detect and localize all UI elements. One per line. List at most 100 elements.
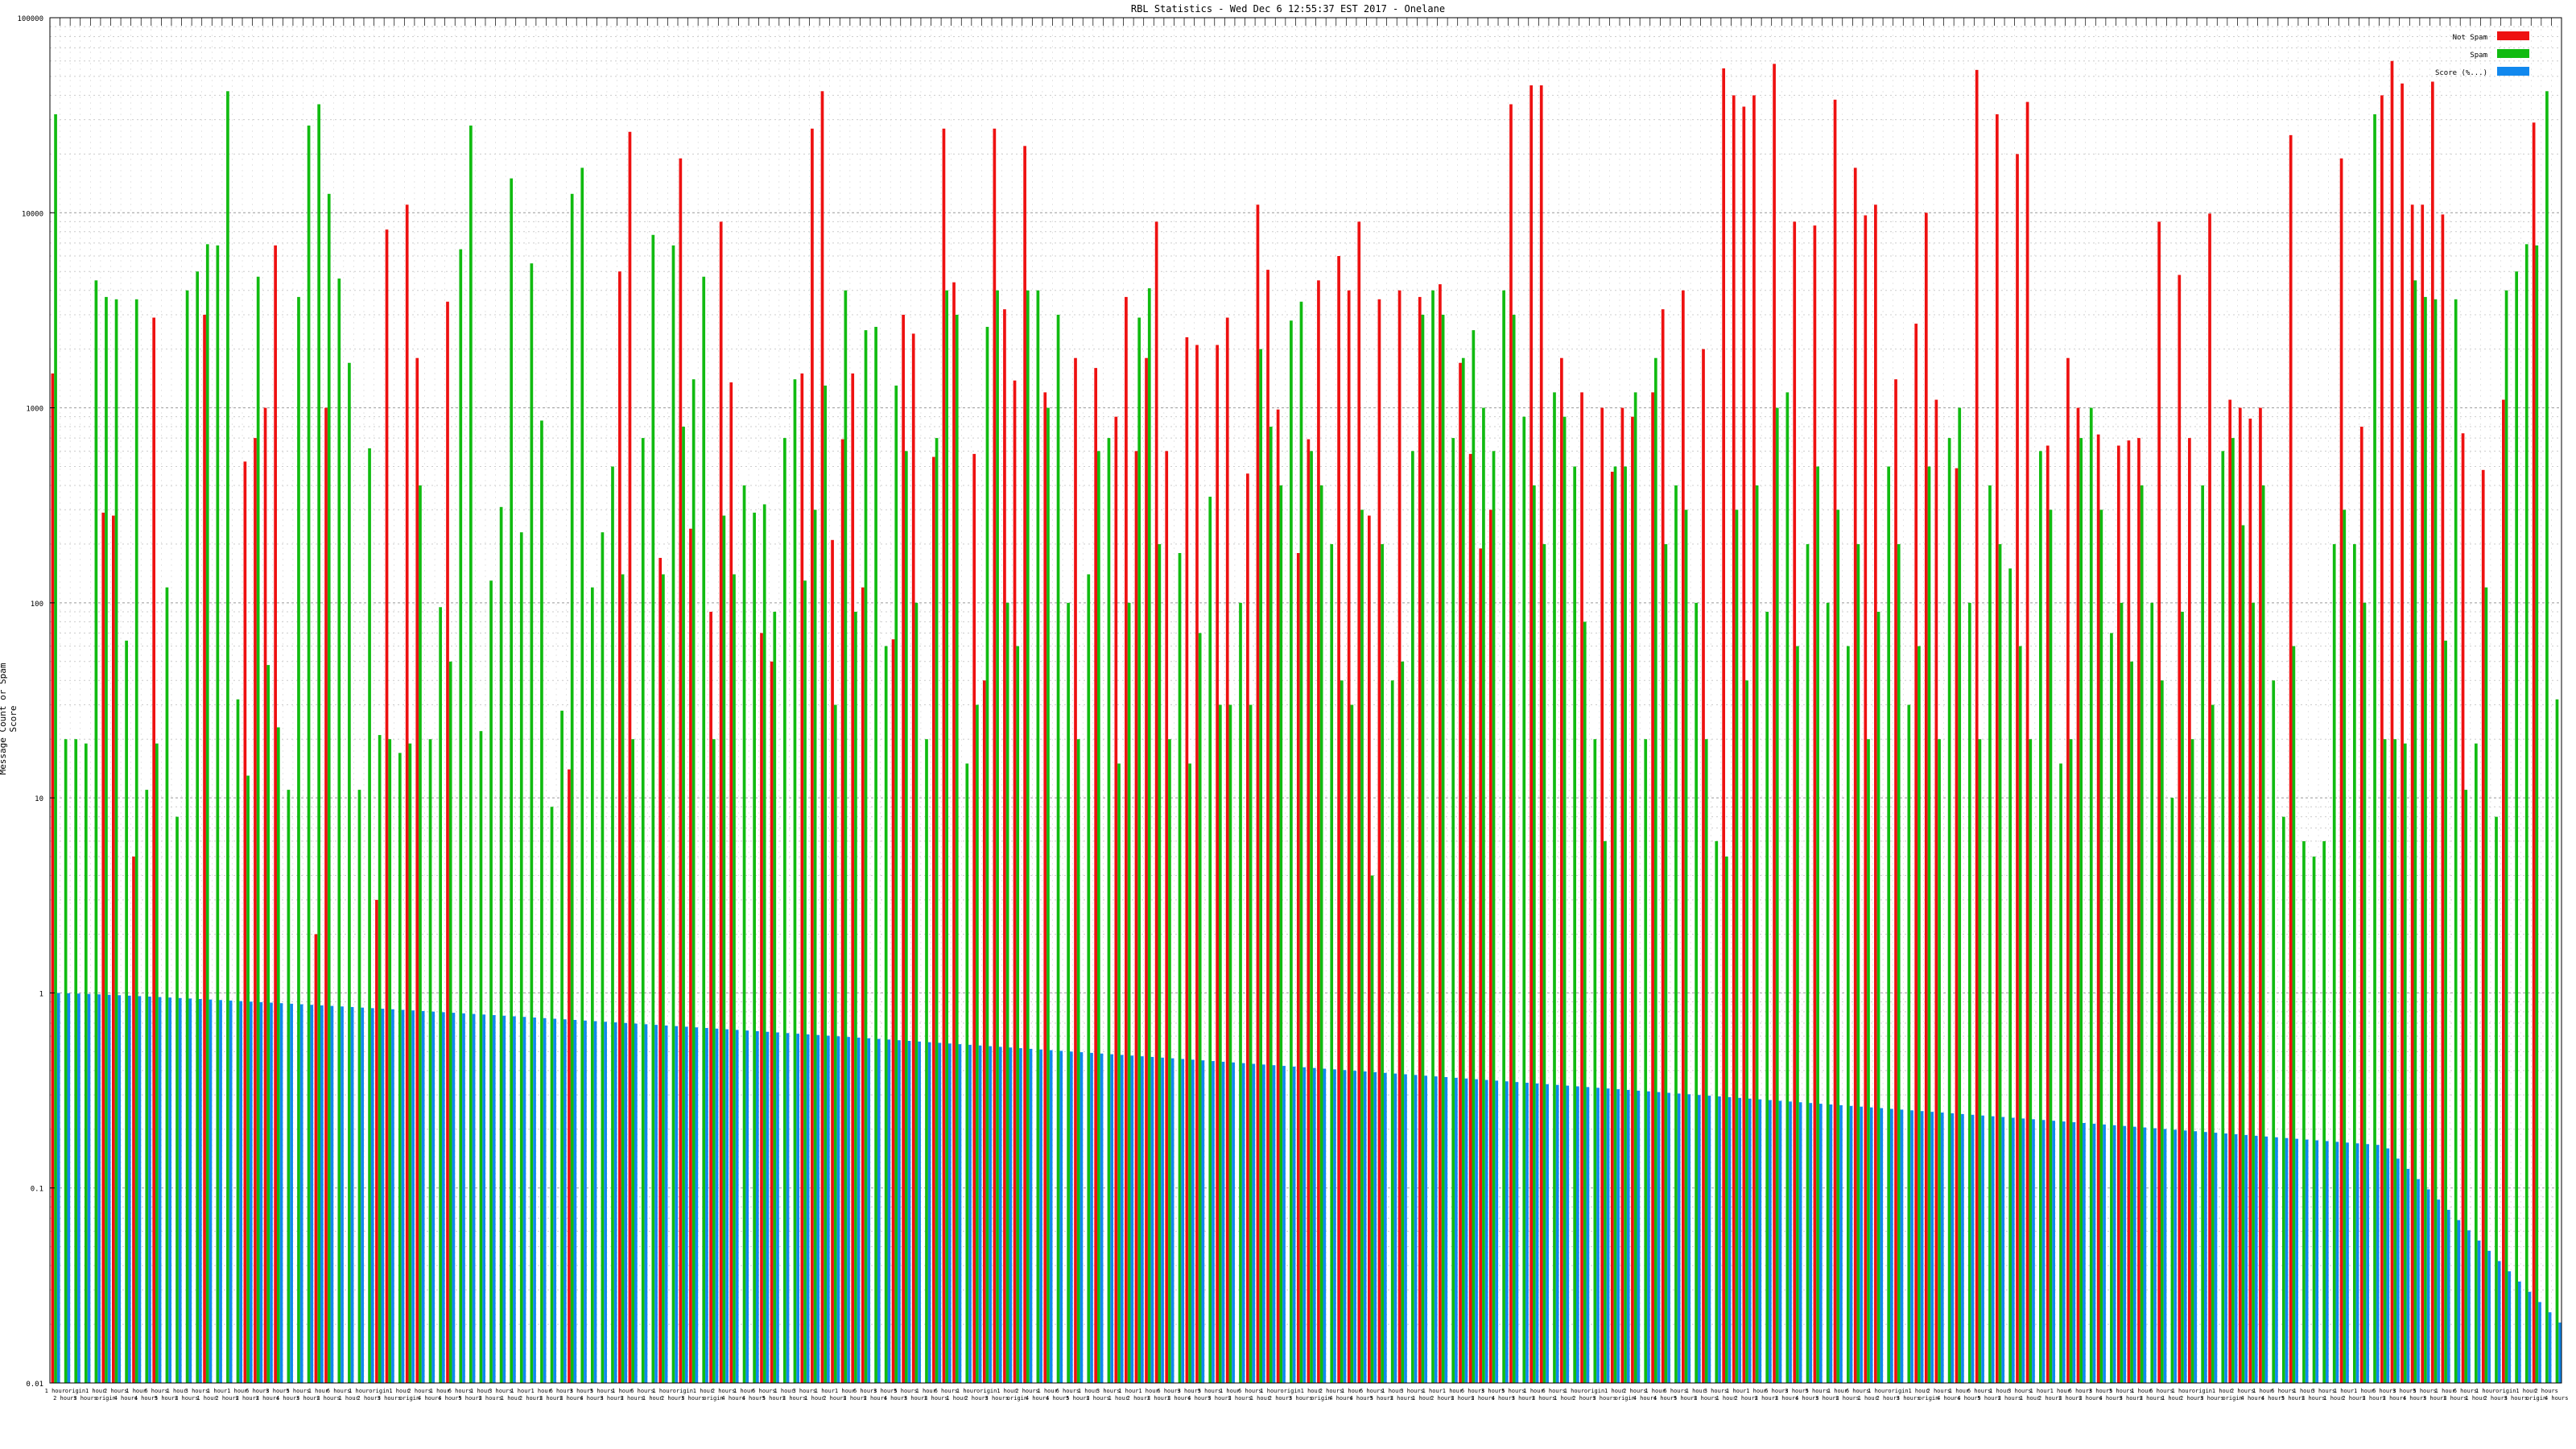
x-tick-label: 3 hours	[2089, 1388, 2113, 1394]
spam-bar	[1512, 314, 1516, 1383]
spam-bar	[1431, 290, 1435, 1383]
not-spam-bar	[1914, 324, 1918, 1384]
not-spam-bar	[1165, 451, 1169, 1383]
score-bar	[2446, 1209, 2450, 1383]
spam-bar	[2312, 857, 2316, 1383]
x-tick-label: 6 hours	[935, 1388, 959, 1394]
spam-bar	[448, 661, 452, 1383]
spam-bar	[530, 263, 534, 1383]
not-spam-bar	[1793, 221, 1797, 1384]
spam-bar	[1330, 543, 1334, 1383]
score-bar	[1606, 1088, 1610, 1383]
score-bar	[1728, 1096, 1732, 1383]
spam-bar	[510, 178, 514, 1383]
not-spam-bar	[203, 314, 206, 1383]
score-bar	[887, 1039, 891, 1383]
not-spam-bar	[1418, 296, 1422, 1383]
spam-bar	[2504, 290, 2508, 1383]
score-bar	[1586, 1087, 1590, 1383]
score-bar	[1212, 1061, 1215, 1383]
chart-title: RBL Statistics - Wed Dec 6 12:55:37 EST …	[1130, 3, 1446, 14]
spam-bar	[1208, 497, 1212, 1383]
spam-bar	[641, 438, 645, 1383]
x-tick-label: 1 hour	[2212, 1388, 2232, 1394]
x-tick-label: 3 hours	[1481, 1388, 1505, 1394]
spam-bar	[2241, 525, 2245, 1384]
score-bar	[2204, 1132, 2207, 1383]
x-tick-label: 4 hours	[742, 1395, 766, 1402]
x-tick-label: 4 hours	[1937, 1395, 1961, 1402]
x-tick-label: 3 hours	[681, 1395, 705, 1402]
score-bar	[1748, 1098, 1752, 1383]
score-bar	[2072, 1122, 2076, 1383]
score-bar	[2376, 1145, 2380, 1383]
spam-bar	[985, 327, 989, 1384]
spam-bar	[256, 276, 260, 1384]
spam-bar	[145, 790, 149, 1383]
y-tick-label: 1	[39, 990, 43, 998]
spam-bar	[2140, 485, 2144, 1384]
x-tick-label: 3 hours	[1400, 1388, 1424, 1394]
spam-bar	[824, 385, 828, 1383]
score-bar	[1201, 1060, 1205, 1383]
score-bar	[664, 1025, 668, 1383]
spam-bar	[662, 574, 665, 1383]
x-tick-label: 1 hour	[804, 1395, 824, 1402]
x-tick-label: 6 hours	[1056, 1388, 1080, 1394]
not-spam-bar	[1813, 225, 1817, 1384]
score-bar	[1181, 1059, 1185, 1383]
score-bar	[1484, 1080, 1488, 1383]
score-bar	[1252, 1063, 1256, 1383]
x-tick-label: 2 hours	[782, 1395, 807, 1402]
x-tick-label: 6 hours	[853, 1388, 877, 1394]
spam-bar	[722, 515, 726, 1384]
score-bar	[168, 997, 171, 1383]
spam-bar	[1178, 553, 1182, 1383]
x-tick-label: 6 hours	[2271, 1388, 2295, 1394]
not-spam-bar	[993, 128, 997, 1383]
x-tick-label: 1 hour	[338, 1395, 358, 1402]
legend-label: Spam	[2470, 52, 2487, 60]
score-bar	[330, 1005, 334, 1383]
spam-bar	[2393, 739, 2397, 1383]
spam-bar	[1907, 704, 1911, 1383]
not-spam-bar	[2289, 134, 2293, 1384]
x-tick-label: 1 hour	[308, 1388, 328, 1394]
spam-bar	[996, 290, 999, 1383]
x-tick-label: 1 hour	[1138, 1388, 1158, 1394]
not-spam-bar	[2096, 434, 2100, 1384]
spam-bar	[2413, 280, 2417, 1383]
spam-bar	[2524, 244, 2529, 1383]
not-spam-bar	[1266, 270, 1269, 1384]
spam-bar	[1725, 857, 1728, 1383]
spam-bar	[2343, 510, 2347, 1383]
x-tick-label: 4 hours	[1795, 1395, 1819, 1402]
score-bar	[918, 1041, 921, 1383]
score-bar	[1363, 1071, 1367, 1383]
not-spam-bar	[1681, 290, 1685, 1383]
x-tick-label: origin	[2526, 1395, 2546, 1402]
x-tick-label: 1 hour	[2050, 1388, 2070, 1394]
x-tick-label: 2 hours	[621, 1395, 645, 1402]
x-tick-label: 1 hour	[85, 1388, 105, 1394]
spam-bar	[216, 245, 220, 1383]
spam-bar	[246, 775, 250, 1383]
score-bar	[462, 1013, 465, 1383]
x-tick-label: 2 hours	[1876, 1395, 1901, 1402]
x-tick-label: 1 hour	[126, 1388, 146, 1394]
spam-bar	[2555, 699, 2559, 1383]
not-spam-bar	[415, 357, 419, 1383]
spam-bar	[1249, 704, 1253, 1383]
score-bar	[2112, 1125, 2116, 1383]
score-bar	[1150, 1056, 1154, 1383]
x-tick-label: origin	[1584, 1388, 1604, 1394]
not-spam-bar	[1043, 392, 1047, 1383]
score-bar	[97, 994, 101, 1383]
score-bar	[1434, 1076, 1438, 1383]
x-tick-label: 1 hour	[2020, 1395, 2040, 1402]
spam-bar	[408, 743, 412, 1383]
not-spam-bar	[800, 373, 804, 1384]
x-tick-label: 6 hours	[1238, 1388, 1262, 1394]
x-tick-label: 4 hours	[1633, 1395, 1657, 1402]
not-spam-bar	[2441, 214, 2445, 1383]
